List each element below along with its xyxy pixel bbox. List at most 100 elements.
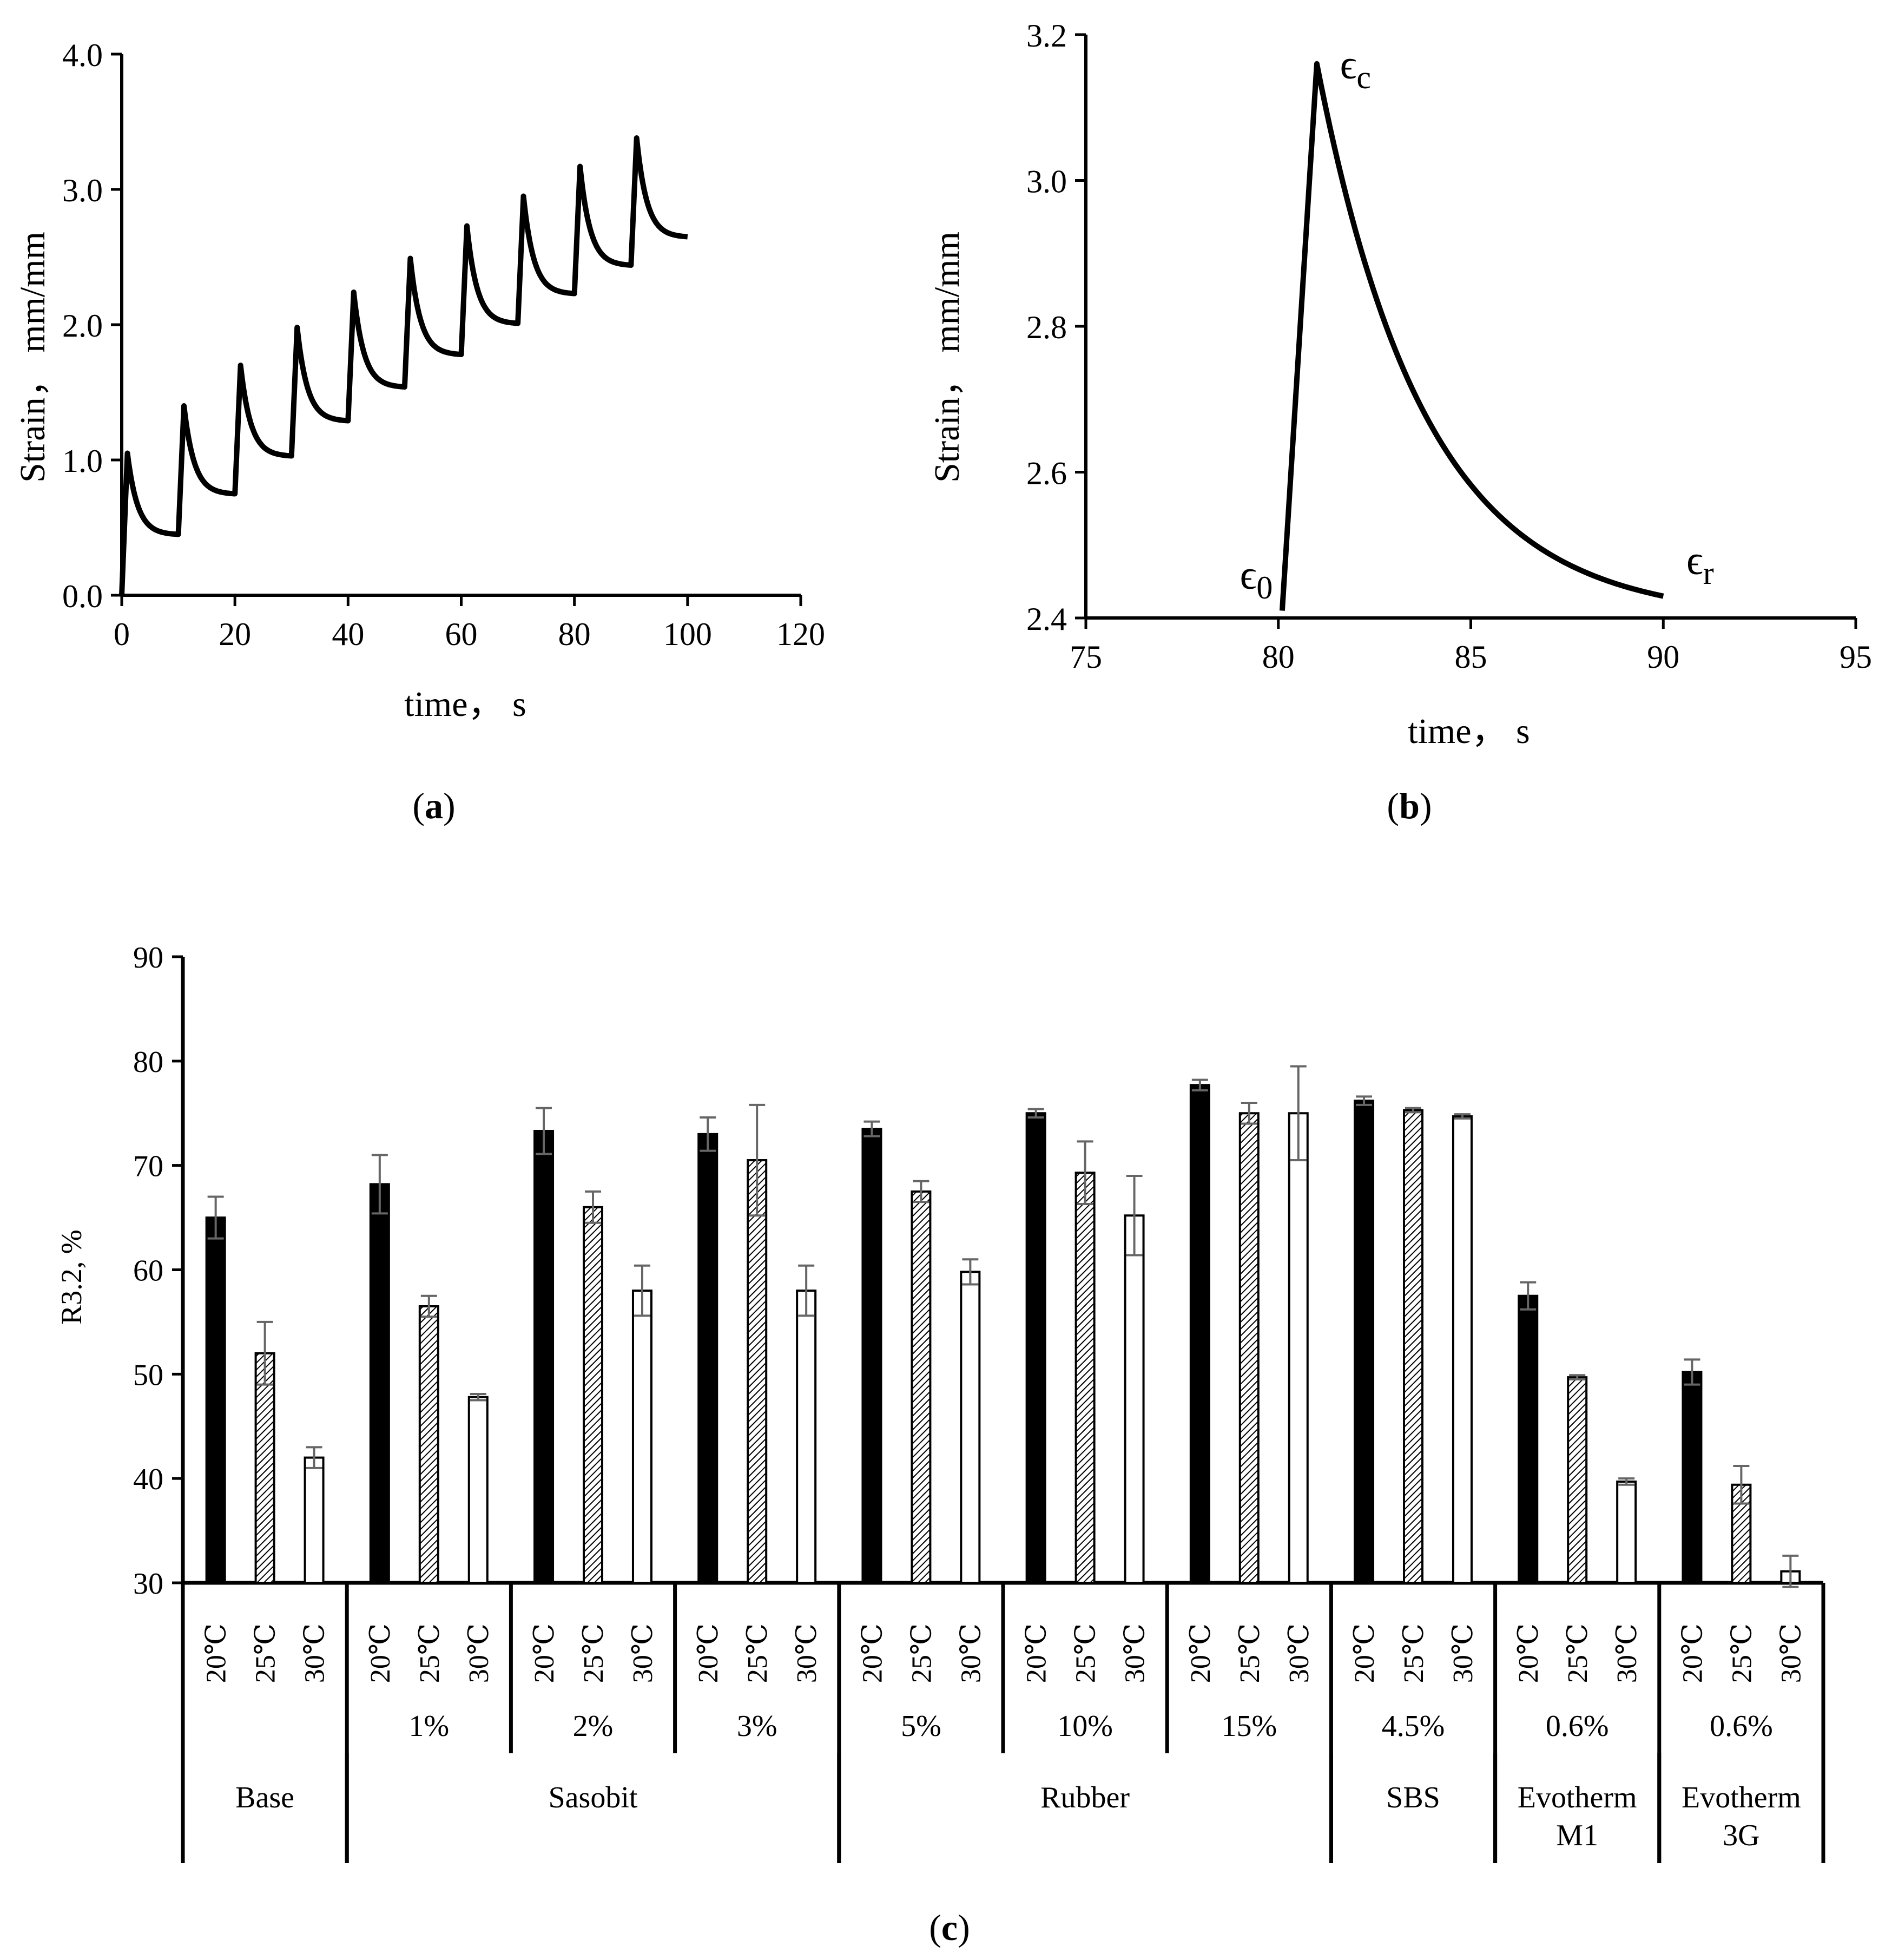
panel-c-bar <box>1682 1371 1703 1584</box>
panel-c-y-tick-label: 50 <box>133 1358 163 1392</box>
panel-a-y-axis-label: Strain， mm/mm <box>13 232 52 483</box>
panel-a-axes <box>111 52 802 606</box>
panel-c-bar <box>583 1206 603 1584</box>
panel-c-y-tick-label: 40 <box>133 1463 163 1496</box>
panel-c-temperature-label: 30℃ <box>628 1623 658 1683</box>
panel-c-temperature-label: 25℃ <box>1726 1623 1757 1683</box>
panel-c-material-label: Sasobit <box>549 1781 638 1814</box>
panel-c-bar <box>1025 1112 1046 1584</box>
panel-c-bar <box>960 1271 981 1584</box>
annotation-symbol: ϵ <box>1686 538 1703 583</box>
panel-c-bar <box>1567 1376 1588 1584</box>
annotation-symbol: ϵ <box>1240 553 1257 598</box>
panel-b-strain-curve <box>1279 61 1664 611</box>
panel-c-material-label: Rubber <box>1040 1781 1130 1814</box>
panel-c-bar <box>861 1128 882 1584</box>
panel-c-dosage-label: 10% <box>1057 1709 1113 1743</box>
panel-c-temperature-label: 30℃ <box>1284 1623 1315 1683</box>
panel-a-y-tick-label: 2.0 <box>62 308 103 344</box>
panel-c-bar <box>1354 1100 1375 1584</box>
panel-c-bar <box>911 1190 932 1584</box>
panel-c-bar <box>254 1352 275 1584</box>
panel-c-temperature-label: 30℃ <box>1776 1623 1807 1683</box>
panel-c-material-label: M1 <box>1556 1819 1598 1852</box>
panel-c-temperature-label: 20℃ <box>1185 1623 1216 1683</box>
panel-c-caption-letter: c <box>941 1907 958 1948</box>
panel-c-caption: (c) <box>929 1907 970 1948</box>
annotation-subscript: r <box>1703 555 1714 591</box>
panel-c-bar <box>533 1130 555 1584</box>
panel-c-temperature-label: 25℃ <box>578 1623 609 1683</box>
panel-c-y-tick-label: 60 <box>133 1254 163 1288</box>
panel-b-x-tick-labels: 75 80 85 90 95 <box>1070 639 1872 675</box>
panel-c-temperature-label: 20℃ <box>1677 1623 1708 1683</box>
panel-c-temperature-label: 20℃ <box>693 1623 724 1683</box>
panel-c-temperature-label: 25℃ <box>1399 1623 1429 1683</box>
panel-c-dosage-label: 1% <box>408 1709 449 1743</box>
panel-c-temperature-label: 25℃ <box>906 1623 937 1683</box>
annotation-subscript: c <box>1356 60 1371 95</box>
panel-c-temperature-label: 30℃ <box>1612 1623 1643 1683</box>
panel-c-bar <box>1518 1294 1539 1584</box>
panel-a-strain-vs-time: 0.01.02.03.04.0 0 20 40 60 80 100 120 time， s … <box>13 37 825 826</box>
panel-c-dosage-label: 2% <box>573 1709 614 1743</box>
panel-a-x-tick-label: 60 <box>445 616 478 652</box>
panel-a-x-tick-label: 100 <box>663 616 712 652</box>
panel-c-material-label: Evotherm <box>1682 1781 1801 1814</box>
panel-c-temperature-label: 20℃ <box>1349 1623 1380 1683</box>
panel-a-y-tick-label: 4.0 <box>62 37 103 73</box>
panel-c-bar <box>369 1183 390 1584</box>
panel-b-y-tick-label: 2.6 <box>1026 456 1067 491</box>
panel-c-y-tick-label: 90 <box>133 941 163 975</box>
panel-c-bar <box>747 1159 768 1584</box>
panel-c-temperature-label: 20℃ <box>857 1623 888 1683</box>
panel-c-bar <box>1452 1115 1473 1584</box>
panel-c-bar <box>697 1133 718 1584</box>
panel-a-x-tick-label: 80 <box>558 616 591 652</box>
panel-c-temperature-label: 25℃ <box>742 1623 773 1683</box>
panel-c-temperature-label: 25℃ <box>1071 1623 1102 1683</box>
panel-a-caption: (a) <box>412 785 455 826</box>
panel-c-material-label: SBS <box>1386 1781 1440 1814</box>
panel-b-annotation-0: ϵ0 <box>1240 553 1273 606</box>
panel-b-y-tick-label: 2.8 <box>1026 310 1067 345</box>
panel-c-temperature-label: 30℃ <box>1120 1623 1151 1683</box>
panel-c-temperature-label: 30℃ <box>792 1623 822 1683</box>
panel-c-temperature-label: 30℃ <box>955 1623 986 1683</box>
panel-b-y-tick-label: 3.2 <box>1026 18 1067 54</box>
panel-c-error-bars <box>207 1065 1799 1588</box>
panel-c-bar <box>1124 1214 1145 1584</box>
panel-c-bar <box>1238 1112 1260 1584</box>
panel-c-temperature-label: 20℃ <box>1021 1623 1052 1683</box>
panel-b-x-tick-label: 85 <box>1455 639 1487 675</box>
panel-c-dosage-label: 3% <box>737 1709 777 1743</box>
panel-b-axes <box>1075 33 1857 629</box>
panel-c-temperature-label: 25℃ <box>250 1623 281 1683</box>
panel-c-bar <box>1074 1172 1096 1584</box>
panel-c-bar <box>796 1290 817 1584</box>
panel-c-dosage-label: 0.6% <box>1710 1709 1773 1743</box>
panel-a-strain-curve <box>119 135 689 596</box>
panel-c-temperature-label: 25℃ <box>1235 1623 1265 1683</box>
panel-c-temperature-label: 30℃ <box>1448 1623 1479 1683</box>
panel-c-temperature-label: 25℃ <box>1563 1623 1593 1683</box>
panel-c-dosage-label: 4.5% <box>1382 1709 1445 1743</box>
panel-c-bar <box>304 1456 325 1584</box>
panel-b-caption-letter: b <box>1399 785 1420 826</box>
panel-c-material-label: Evotherm <box>1518 1781 1637 1814</box>
panel-c-bars <box>205 1084 1801 1584</box>
panel-c-dosage-label: 15% <box>1221 1709 1277 1743</box>
panel-c-r32-bar-chart: 30 40 50 60 70 80 90 20℃ 25℃ 30℃ 20℃ 25℃ 30℃ 1% 20℃ 25… <box>55 941 1825 1948</box>
panel-c-bar <box>631 1290 652 1584</box>
panel-b-y-tick-labels: 2.4 2.6 2.8 3.0 3.2 <box>1026 18 1067 637</box>
panel-c-category-table: 20℃ 25℃ 30℃ 20℃ 25℃ 30℃ 1% 20℃ 25℃ 30℃ 2% 20℃ 25℃ 30℃… <box>181 1583 1825 1863</box>
panel-a-x-axis-label: time， s <box>404 685 526 724</box>
panel-c-temperature-label: 25℃ <box>414 1623 445 1683</box>
panel-a-y-tick-labels: 0.0 1.0 2.0 3.0 4.0 <box>62 37 103 614</box>
panel-a-x-tick-label: 0 <box>114 616 130 652</box>
panel-c-bar <box>1288 1112 1309 1584</box>
annotation-symbol: ϵ <box>1340 42 1357 88</box>
panel-a-caption-letter: a <box>425 785 443 826</box>
